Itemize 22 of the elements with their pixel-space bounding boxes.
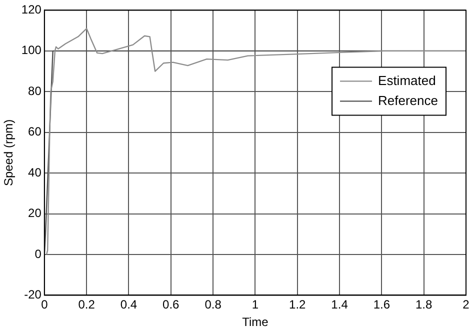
x-tick-label: 1.2 [289, 298, 306, 312]
x-tick-label: 0.6 [162, 298, 180, 312]
x-tick-label: 0.8 [204, 298, 222, 312]
x-axis-title: Time [242, 315, 269, 330]
x-tick-label: 1 [252, 298, 259, 312]
x-tick-label: 0.2 [78, 298, 96, 312]
x-tick-label: 0.4 [120, 298, 138, 312]
y-tick-label: 100 [21, 43, 42, 58]
y-tick-label: 0 [34, 246, 42, 261]
x-tick-label: 1.6 [373, 298, 390, 312]
y-tick-label: 40 [28, 165, 42, 180]
y-tick-label: -20 [24, 288, 42, 302]
x-tick-label: 2 [462, 298, 470, 312]
legend-label: Reference [378, 92, 438, 108]
y-axis-title: Speed (rpm) [2, 119, 16, 186]
legend-label: Estimated [378, 72, 436, 88]
y-tick-label: 80 [28, 84, 42, 98]
y-tick-label: 120 [21, 2, 42, 17]
y-tick-label: 20 [28, 206, 42, 220]
y-tick-label: 60 [28, 124, 42, 139]
x-tick-label: 1.4 [331, 298, 348, 312]
x-tick-label: 1.8 [416, 298, 433, 312]
